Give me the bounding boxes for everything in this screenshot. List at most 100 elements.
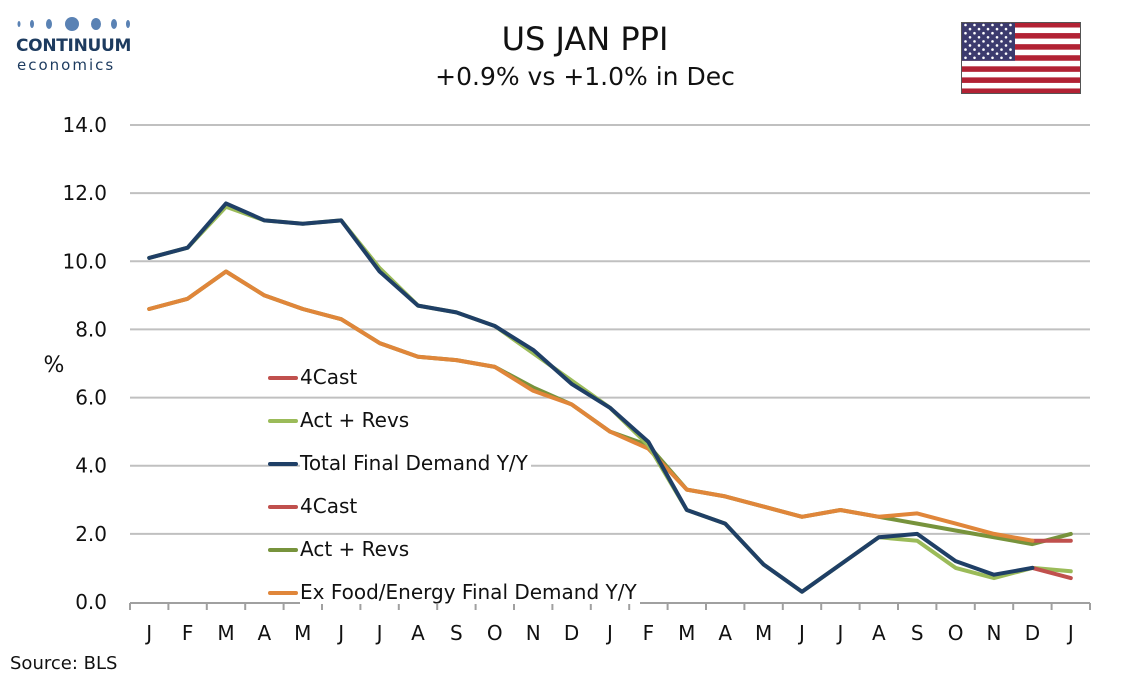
x-tick-label: A [411,621,425,645]
flag-star [991,48,994,51]
x-tick-label: J [1066,621,1074,645]
logo-text-continuum: CONTINUUM [16,36,132,56]
flag-star [973,56,976,60]
flag-stripe [961,82,1081,89]
x-tick-label: M [678,621,695,645]
flag-star [1004,35,1008,39]
y-tick-label: 2.0 [75,522,107,546]
flag-star [973,31,976,35]
continuum-economics-logo: CONTINUUM economics [14,14,154,76]
legend-swatch [268,462,298,466]
legend-label: Ex Food/Energy Final Demand Y/Y [300,580,640,604]
flag-star [977,52,981,55]
legend-label: 4Cast [300,365,361,389]
legend-label: Total Final Demand Y/Y [300,451,531,475]
flag-star [995,52,999,55]
flag-star [1009,48,1012,51]
logo-text-economics: economics [17,56,116,74]
legend-label: Act + Revs [300,408,413,432]
y-tick-label: 10.0 [62,249,107,273]
flag-star [986,44,990,47]
y-tick-label: 6.0 [75,386,107,410]
flag-star [1004,52,1008,55]
x-tick-label: J [375,621,383,645]
flag-star [964,40,967,43]
flag-star [1000,23,1003,27]
x-tick-label: J [144,621,152,645]
flag-star [995,35,999,39]
flag-star [995,27,999,31]
flag-stripe [961,44,1081,50]
legend-label: Act + Revs [300,537,413,561]
series-line-total-final [147,201,1035,594]
flag-star [986,52,990,55]
flag-star [964,48,967,51]
flag-star [977,44,981,47]
flag-star [973,48,976,51]
x-tick-label: D [1025,621,1040,645]
x-tick-label: A [872,621,886,645]
legend-swatch [268,419,298,423]
y-tick-label: 8.0 [75,317,107,341]
flag-star [968,35,972,39]
flag-star [995,44,999,47]
x-tick-label: O [948,621,964,645]
flag-star [1009,40,1012,43]
flag-star [982,23,985,27]
y-tick-label: 0.0 [75,590,107,614]
flag-star [1009,23,1012,27]
flag-star [964,23,967,27]
y-tick-label: 14.0 [62,113,107,137]
y-tick-label: 12.0 [62,181,107,205]
x-tick-label: A [718,621,732,645]
flag-star [968,27,972,31]
series-line-total-4cast [1030,565,1073,581]
legend-swatch [268,591,298,595]
logo-dots-icon [17,17,130,31]
flag-star [1004,44,1008,47]
flag-star [964,31,967,35]
flag-star [973,23,976,27]
flag-star [991,40,994,43]
flag-star [977,27,981,31]
x-tick-label: D [564,621,579,645]
x-tick-label: N [526,621,541,645]
flag-star [991,31,994,35]
flag-star [973,40,976,43]
flag-star [1000,31,1003,35]
flag-star [1009,56,1012,60]
flag-stripe [961,55,1081,62]
flag-star [982,56,985,60]
flag-star [1009,31,1012,35]
flag-star [964,56,967,60]
x-tick-label: S [450,621,463,645]
flag-star [986,35,990,39]
legend-swatch [268,505,298,509]
flag-stripe [961,49,1081,56]
us-flag-icon [961,22,1081,94]
x-tick-label: J [797,621,805,645]
chart-subtitle: +0.9% vs +1.0% in Dec [435,62,735,91]
legend-label: 4Cast [300,494,361,518]
chart-title: US JAN PPI [501,20,669,58]
flag-stripe [961,88,1081,94]
x-tick-label: J [336,621,344,645]
flag-stripe [961,66,1081,73]
x-tick-label: A [258,621,272,645]
flag-star [1000,40,1003,43]
x-tick-label: M [217,621,234,645]
flag-star [1004,27,1008,31]
flag-star [986,27,990,31]
flag-stripe [961,71,1081,78]
x-tick-label: O [487,621,503,645]
x-tick-label: M [294,621,311,645]
flag-stripe [961,22,1081,28]
flag-stripe [961,77,1081,84]
y-axis-label: % [44,353,65,378]
source-note: Source: BLS [10,653,118,674]
x-tick-label: F [182,621,194,645]
flag-star [991,23,994,27]
flag-star [1000,48,1003,51]
x-tick-label: J [835,621,843,645]
